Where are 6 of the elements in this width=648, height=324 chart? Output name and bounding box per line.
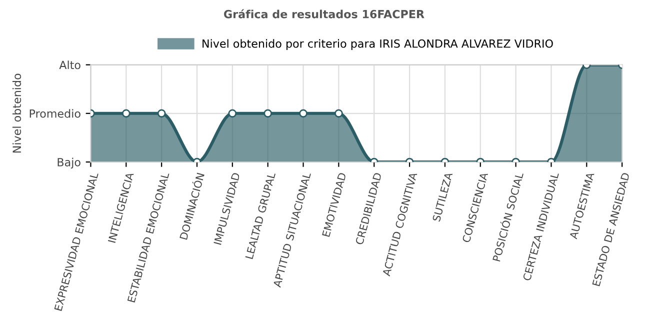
text: Promedio bbox=[30, 109, 80, 118]
text: Bajo bbox=[58, 158, 80, 169]
y-axis-title: Nivel obtenido bbox=[12, 74, 22, 153]
text: Alto bbox=[59, 60, 80, 70]
chart-title: Gráfica de resultados 16FACPER bbox=[224, 9, 424, 18]
legend-label: Nivel obtenido por criterio para IRIS ALONDRA ALVAREZ VIDRIO bbox=[202, 39, 553, 50]
